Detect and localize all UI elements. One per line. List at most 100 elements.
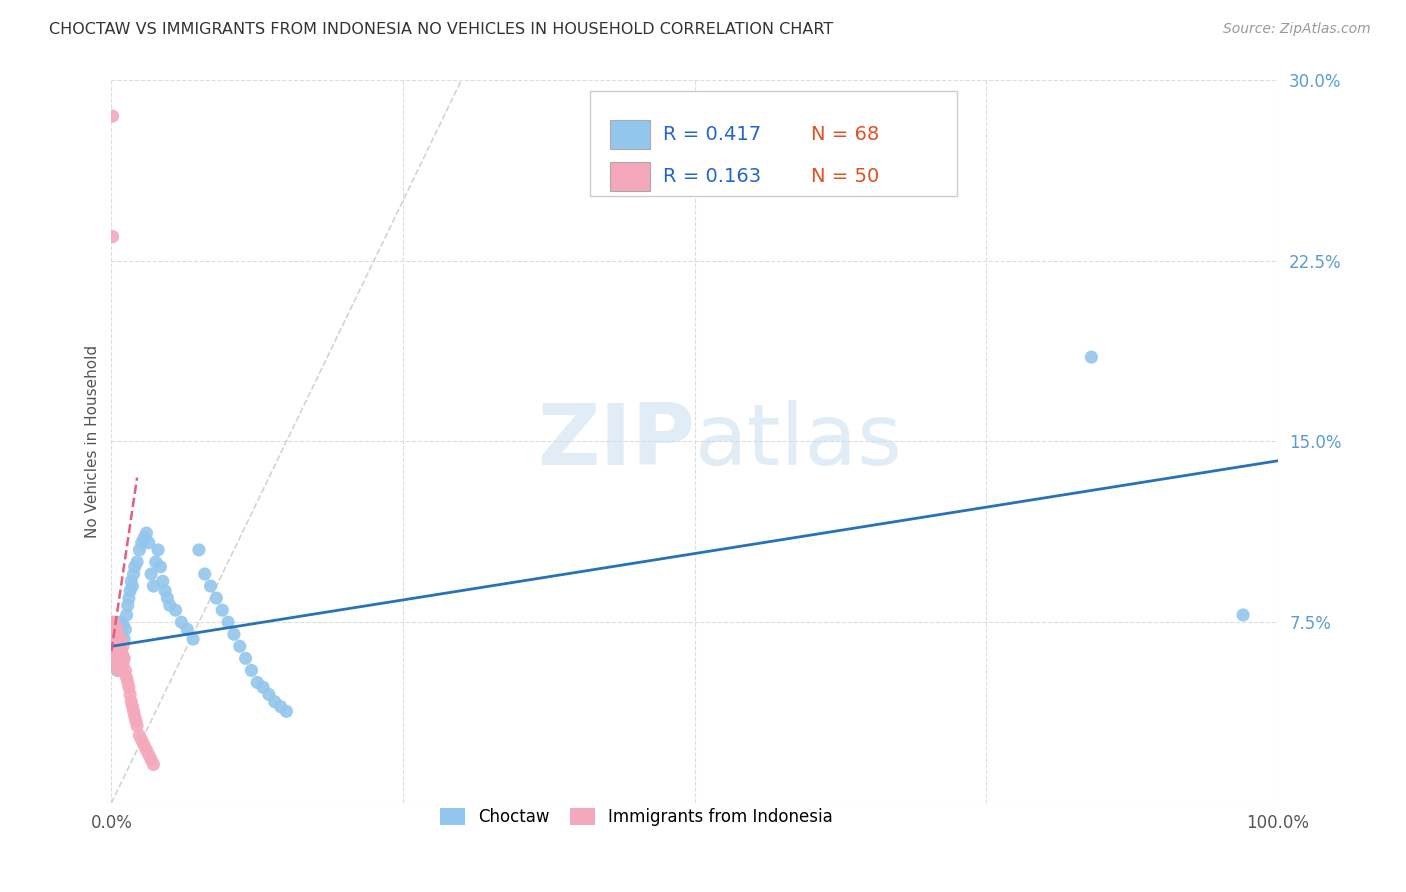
Point xyxy=(112,651,135,665)
Point xyxy=(131,733,153,747)
Point xyxy=(108,615,131,630)
Point xyxy=(103,615,125,630)
Point xyxy=(101,615,124,630)
Point xyxy=(142,579,165,593)
Point xyxy=(105,644,128,658)
Point xyxy=(104,623,127,637)
Point xyxy=(120,688,142,702)
Point xyxy=(105,627,128,641)
Point xyxy=(176,623,198,637)
Point xyxy=(110,651,132,665)
Point xyxy=(101,651,124,665)
Point xyxy=(107,651,129,665)
Point xyxy=(120,574,142,589)
Point xyxy=(156,591,179,606)
Point xyxy=(112,651,135,665)
Point xyxy=(101,632,124,646)
Point xyxy=(105,656,128,670)
Point xyxy=(138,747,160,762)
Point xyxy=(120,583,142,598)
Point xyxy=(104,640,127,654)
Point xyxy=(1080,350,1102,364)
Point xyxy=(105,623,128,637)
Point xyxy=(104,651,127,665)
Point xyxy=(110,632,132,646)
Point xyxy=(121,699,143,714)
Point xyxy=(122,567,145,582)
Point xyxy=(1232,607,1254,622)
Point xyxy=(257,688,280,702)
FancyBboxPatch shape xyxy=(610,120,651,149)
Text: R = 0.417: R = 0.417 xyxy=(664,125,762,144)
Point xyxy=(152,574,174,589)
FancyBboxPatch shape xyxy=(610,161,651,191)
Point xyxy=(103,632,125,646)
Point xyxy=(128,729,150,743)
Point xyxy=(105,632,128,646)
Point xyxy=(229,640,252,654)
Point xyxy=(105,647,128,661)
Text: atlas: atlas xyxy=(695,400,903,483)
Point xyxy=(128,542,150,557)
Point xyxy=(165,603,187,617)
Point xyxy=(135,526,157,541)
Text: N = 50: N = 50 xyxy=(811,167,880,186)
Point xyxy=(131,535,153,549)
Point xyxy=(217,615,239,630)
Point xyxy=(112,656,135,670)
Point xyxy=(101,623,124,637)
Point xyxy=(115,671,138,685)
Point xyxy=(138,535,160,549)
Point xyxy=(101,640,124,654)
Point xyxy=(125,719,148,733)
Point xyxy=(114,664,136,678)
Point xyxy=(103,656,125,670)
Point xyxy=(105,651,128,665)
Point xyxy=(139,753,162,767)
Point xyxy=(117,675,139,690)
Point xyxy=(153,583,176,598)
Point xyxy=(145,555,167,569)
Point xyxy=(121,579,143,593)
Point xyxy=(104,656,127,670)
Text: R = 0.163: R = 0.163 xyxy=(664,167,762,186)
Point xyxy=(124,559,146,574)
Point xyxy=(132,738,155,752)
Point xyxy=(101,229,124,244)
Point xyxy=(114,623,136,637)
Point xyxy=(118,591,141,606)
Point xyxy=(118,680,141,694)
Text: CHOCTAW VS IMMIGRANTS FROM INDONESIA NO VEHICLES IN HOUSEHOLD CORRELATION CHART: CHOCTAW VS IMMIGRANTS FROM INDONESIA NO … xyxy=(49,22,834,37)
Point xyxy=(270,699,292,714)
Point xyxy=(205,591,228,606)
Point xyxy=(105,647,128,661)
Point xyxy=(112,632,135,646)
Y-axis label: No Vehicles in Household: No Vehicles in Household xyxy=(86,345,100,538)
Text: N = 68: N = 68 xyxy=(811,125,880,144)
Point xyxy=(105,623,128,637)
FancyBboxPatch shape xyxy=(589,91,957,195)
Point xyxy=(103,623,125,637)
Point xyxy=(235,651,257,665)
Point xyxy=(263,695,285,709)
Point xyxy=(276,705,298,719)
Point xyxy=(107,632,129,646)
Point xyxy=(101,651,124,665)
Point xyxy=(103,647,125,661)
Point xyxy=(142,757,165,772)
Point xyxy=(252,680,274,694)
Point xyxy=(111,620,134,634)
Point xyxy=(108,656,131,670)
Point xyxy=(120,695,142,709)
Text: ZIP: ZIP xyxy=(537,400,695,483)
Point xyxy=(246,675,269,690)
Point xyxy=(125,555,148,569)
Point xyxy=(111,647,134,661)
Point xyxy=(108,640,131,654)
Point xyxy=(132,531,155,545)
Text: Source: ZipAtlas.com: Source: ZipAtlas.com xyxy=(1223,22,1371,37)
Point xyxy=(170,615,193,630)
Point xyxy=(194,567,217,582)
Point xyxy=(107,664,129,678)
Point xyxy=(117,599,139,613)
